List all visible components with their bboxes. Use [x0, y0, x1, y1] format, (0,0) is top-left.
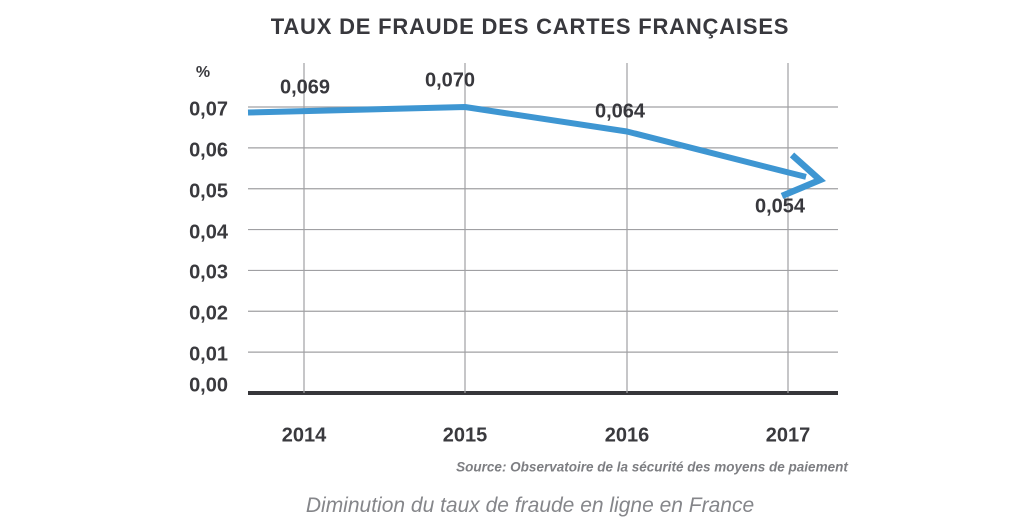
point-value-label: 0,069: [279, 76, 331, 99]
y-axis-unit-label: %: [195, 64, 211, 81]
x-tick-label: 2017: [765, 424, 811, 447]
x-tick-label: 2014: [281, 424, 327, 447]
y-tick-label: 0,06: [189, 139, 228, 162]
point-value-label: 0,064: [594, 100, 646, 122]
y-tick-label: 0,00: [189, 374, 228, 397]
y-tick-label: 0,07: [189, 98, 228, 121]
y-tick-label: 0,03: [189, 261, 228, 284]
point-value-label: 0,054: [754, 195, 806, 218]
fraud-rate-line: [247, 104, 807, 180]
y-tick-label: 0,02: [189, 302, 228, 325]
caption-text: Diminution du taux de fraude en ligne en…: [305, 494, 755, 517]
y-tick-label: 0,05: [189, 180, 228, 203]
trend-arrowhead: [780, 152, 826, 199]
chart-title: TAUX DE FRAUDE DES CARTES FRANÇAISES: [270, 14, 790, 39]
source-text: Source: Observatoire de la sécurité des …: [456, 459, 848, 475]
y-tick-label: 0,01: [189, 343, 228, 366]
point-value-label: 0,070: [424, 69, 476, 92]
x-tick-label: 2015: [442, 424, 488, 447]
x-tick-label: 2016: [604, 424, 650, 447]
y-tick-label: 0,04: [189, 221, 228, 244]
